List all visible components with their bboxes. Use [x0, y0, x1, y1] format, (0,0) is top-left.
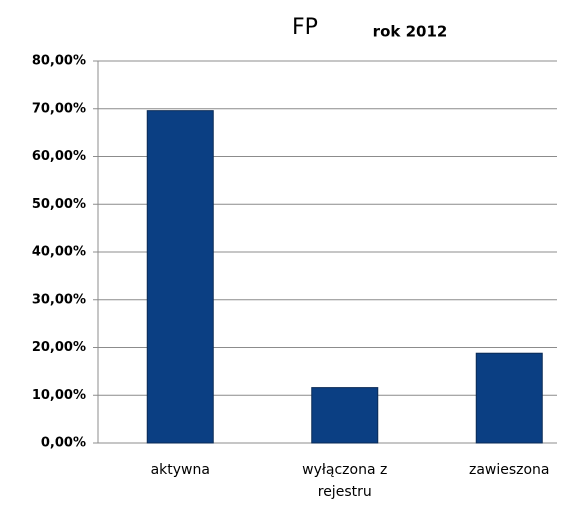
x-tick-label: wyłączona z rejestru: [302, 462, 388, 500]
bar: [146, 110, 214, 444]
y-tick-label: 30,00%: [32, 292, 86, 307]
y-tick-label: 50,00%: [32, 197, 86, 212]
y-tick-label: 20,00%: [32, 340, 86, 355]
bar: [311, 387, 379, 444]
chart-subtitle: rok 2012: [373, 23, 448, 41]
y-tick-label: 10,00%: [32, 388, 86, 403]
y-tick-label: 70,00%: [32, 101, 86, 116]
y-tick-label: 0,00%: [41, 436, 86, 451]
bar: [475, 352, 543, 444]
y-tick-label: 40,00%: [32, 245, 86, 260]
chart-title: FP: [292, 15, 318, 40]
x-tick-label: zawieszona: [468, 462, 550, 478]
y-tick-label: 80,00%: [32, 54, 86, 69]
y-tick-label: 60,00%: [32, 149, 86, 164]
x-tick-label: aktywna: [150, 462, 210, 478]
